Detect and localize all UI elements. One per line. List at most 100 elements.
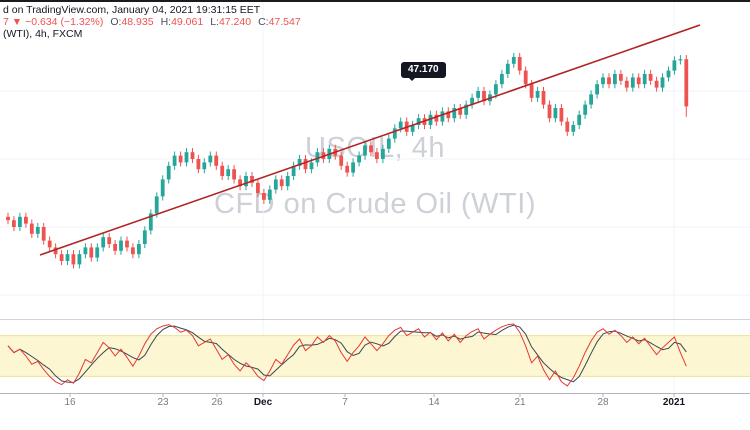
candle-body bbox=[196, 159, 201, 170]
candle-body bbox=[77, 254, 82, 265]
candle-body bbox=[190, 152, 195, 159]
window-top-border bbox=[0, 0, 750, 2]
candle-body bbox=[517, 57, 522, 71]
candle-body bbox=[630, 77, 635, 88]
x-axis-label: 2021 bbox=[662, 397, 686, 408]
candle-body bbox=[607, 77, 611, 85]
candle-body bbox=[357, 155, 361, 163]
candle-body bbox=[154, 196, 159, 214]
candle-body bbox=[416, 118, 421, 125]
candle-body bbox=[184, 152, 189, 163]
candle-body bbox=[505, 63, 510, 74]
candle-body bbox=[160, 179, 165, 197]
candle-body bbox=[452, 108, 457, 119]
candle-body bbox=[565, 121, 570, 132]
candle-body bbox=[345, 165, 350, 173]
candle-body bbox=[262, 193, 266, 200]
candle-body bbox=[244, 176, 248, 187]
chart-watermark: USOIL, 4h CFD on Crude Oil (WTI) bbox=[0, 120, 750, 232]
candle-body bbox=[137, 244, 141, 255]
x-axis-label: 14 bbox=[428, 397, 440, 408]
candle-body bbox=[238, 179, 242, 187]
close-label: C: bbox=[258, 16, 269, 28]
candle-body bbox=[89, 247, 94, 258]
candle-body bbox=[113, 244, 117, 251]
candle-body bbox=[226, 169, 231, 176]
candle-body bbox=[660, 77, 665, 88]
chart-legend: d on TradingView.com, January 04, 2021 1… bbox=[3, 4, 301, 40]
candle-body bbox=[285, 176, 290, 187]
down-arrow-icon: ▼ bbox=[11, 16, 23, 28]
candle-body bbox=[434, 114, 439, 122]
x-axis-label: 28 bbox=[597, 397, 609, 408]
candle-body bbox=[172, 155, 177, 166]
candle-body bbox=[577, 114, 582, 125]
candle-body bbox=[410, 125, 415, 132]
candle-body bbox=[678, 59, 683, 61]
candle-body bbox=[303, 159, 308, 170]
candle-body bbox=[119, 240, 123, 251]
candle-body bbox=[83, 247, 88, 255]
candle-body bbox=[148, 213, 153, 231]
candle-body bbox=[381, 148, 385, 159]
x-axis-label: Dec bbox=[253, 397, 273, 408]
candle-body bbox=[214, 155, 219, 166]
candle-body bbox=[309, 162, 314, 170]
low-value: 47.240 bbox=[218, 16, 252, 28]
candle-body bbox=[482, 91, 486, 102]
candle-body bbox=[267, 189, 272, 200]
candle-body bbox=[178, 155, 183, 163]
candle-body bbox=[648, 74, 653, 81]
candle-body bbox=[428, 114, 433, 125]
candle-body bbox=[470, 97, 474, 105]
candle-body bbox=[458, 108, 463, 115]
candle-body bbox=[601, 77, 605, 85]
candle-body bbox=[535, 91, 540, 98]
candle-body bbox=[279, 179, 284, 187]
candle-body bbox=[250, 176, 254, 183]
price-note-label[interactable]: 47.170 bbox=[401, 62, 446, 81]
candle-body bbox=[666, 70, 671, 78]
candle-body bbox=[351, 162, 355, 173]
candle-body bbox=[386, 138, 391, 149]
candle-body bbox=[375, 152, 379, 159]
low-label: L: bbox=[210, 16, 219, 28]
watermark-description: CFD on Crude Oil (WTI) bbox=[214, 188, 536, 220]
x-axis-label: 21 bbox=[514, 397, 526, 408]
candle-body bbox=[95, 247, 100, 258]
candle-body bbox=[65, 254, 70, 261]
candle-body bbox=[166, 165, 171, 180]
candle-body bbox=[12, 220, 16, 227]
candle-body bbox=[613, 74, 617, 85]
candle-body bbox=[35, 227, 40, 234]
candle-body bbox=[291, 165, 296, 176]
candle-body bbox=[500, 74, 504, 85]
candle-body bbox=[369, 145, 373, 153]
candle-body bbox=[494, 84, 498, 95]
candle-body bbox=[297, 159, 302, 166]
candle-body bbox=[41, 227, 46, 241]
candle-body bbox=[571, 125, 576, 132]
candle-body bbox=[220, 165, 225, 176]
candle-body bbox=[529, 84, 534, 98]
published-timestamp: d on TradingView.com, January 04, 2021 1… bbox=[3, 4, 261, 16]
candle-body bbox=[101, 237, 106, 248]
candle-body bbox=[107, 237, 112, 244]
candle-body bbox=[672, 60, 677, 71]
x-axis-label: 16 bbox=[64, 397, 76, 408]
candle-body bbox=[553, 108, 558, 119]
candle-body bbox=[511, 57, 516, 64]
candle-body bbox=[18, 216, 22, 227]
candle-body bbox=[29, 223, 34, 234]
candle-body bbox=[53, 247, 58, 255]
candle-body bbox=[547, 104, 552, 119]
candle-body bbox=[654, 80, 659, 88]
candle-body bbox=[202, 162, 207, 170]
candle-body bbox=[131, 247, 135, 255]
candle-body bbox=[559, 108, 564, 122]
time-axis[interactable]: 16 23 26 Dec 7 14 21 28 2021 bbox=[0, 397, 750, 415]
candle-body bbox=[24, 216, 28, 224]
trendline-drawing[interactable] bbox=[39, 24, 701, 256]
